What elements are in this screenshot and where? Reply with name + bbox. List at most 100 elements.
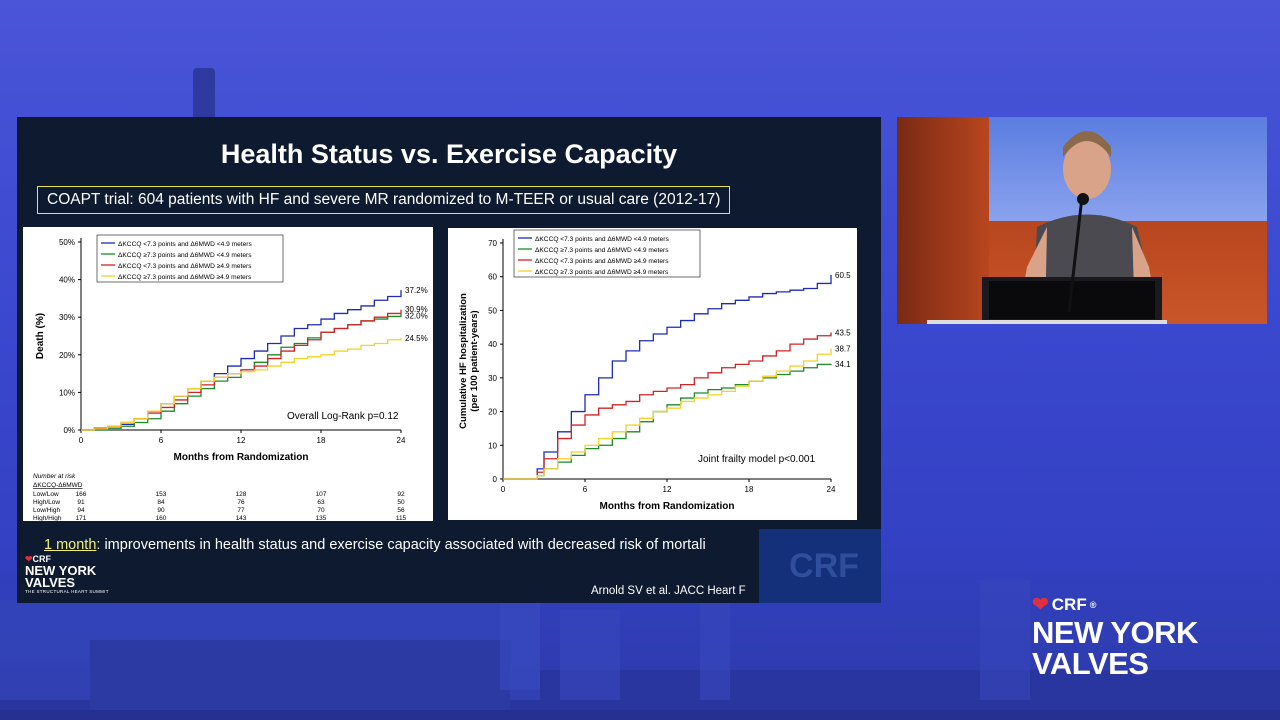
x-axis-label: Months from Randomization: [174, 452, 309, 463]
risk-table-cell: 91: [77, 499, 85, 506]
y-tick-label: 40: [488, 340, 497, 349]
x-tick-label: 12: [237, 436, 246, 445]
y-axis-label-line2: (per 100 patient-years): [469, 310, 480, 411]
bottom-note-highlight: 1 month: [44, 537, 97, 553]
risk-table-cell: 84: [157, 499, 165, 506]
risk-table-row-label: High/High: [33, 515, 62, 521]
x-tick-label: 24: [827, 485, 836, 494]
y-tick-label: 70: [488, 239, 497, 248]
heart-icon: ❤: [25, 554, 33, 564]
legend-entry-3: ΔKCCQ <7.3 points and Δ6MWD ≥4.9 meters: [535, 258, 669, 265]
legend-entry-1: ΔKCCQ <7.3 points and Δ6MWD <4.9 meters: [118, 241, 252, 248]
chart-annotation: Joint frailty model p<0.001: [698, 454, 815, 465]
brand-crf: ❤ CRF ®: [1032, 594, 1097, 616]
citation: Arnold SV et al. JACC Heart F: [591, 585, 746, 597]
y-tick-label: 20: [488, 408, 497, 417]
risk-table-cell: 143: [236, 515, 247, 521]
x-tick-label: 0: [501, 485, 506, 494]
risk-table-header: ΔKCCQ-Δ6MWD: [33, 482, 83, 489]
series-line-3: [503, 332, 832, 480]
y-tick-label: 10%: [59, 388, 75, 397]
slide-subtitle-box: COAPT trial: 604 patients with HF and se…: [37, 186, 731, 214]
series-end-label-4: 24.5%: [405, 334, 428, 343]
risk-table-cell: 160: [156, 515, 167, 521]
y-tick-label: 10: [488, 441, 497, 450]
risk-table-cell: 50: [397, 499, 405, 506]
y-axis-label-line1: Cumulative HF hospitalization: [458, 293, 469, 429]
risk-table-cell: 135: [316, 515, 327, 521]
slide-logo-line2: VALVES: [25, 575, 76, 590]
risk-table-cell: 76: [237, 499, 245, 506]
risk-table-cell: 166: [76, 491, 87, 498]
slide-logo-crf: ❤CRF: [25, 554, 52, 564]
death-chart: 0 6 12 18 24 0% 10% 20% 30% 40% 50% Months from Ran…: [33, 234, 428, 521]
hf-hospitalization-chart: 0 6 12 18 24 0 10 20 30 40 50 60 70 Months from Rando…: [458, 229, 851, 512]
legend-entry-4: ΔKCCQ ≥7.3 points and Δ6MWD ≥4.9 meters: [118, 274, 252, 281]
y-tick-label: 0: [493, 475, 498, 484]
risk-table-row-label: High/Low: [33, 499, 60, 506]
slide-logo-tagline: THE STRUCTURAL HEART SUMMIT: [25, 589, 109, 594]
series-line-4: [81, 337, 402, 431]
bottom-note-text: : improvements in health status and exer…: [96, 537, 706, 553]
series-end-label-4: 38.7: [835, 345, 851, 354]
risk-table-cell: 94: [77, 507, 85, 514]
presentation-slide: Health Status vs. Exercise Capacity COAP…: [17, 117, 881, 603]
legend-box: [96, 234, 284, 283]
risk-table-cell: 77: [237, 507, 245, 514]
risk-table-cell: 128: [236, 491, 247, 498]
risk-table-cell: 153: [156, 491, 167, 498]
slide-logo: ❤CRF NEW YORK VALVES THE STRUCTURAL HEAR…: [25, 554, 109, 594]
crf-watermark: CRF: [759, 529, 881, 603]
series-end-label-1: 60.5: [835, 271, 851, 280]
risk-table-cell: 56: [397, 507, 405, 514]
slide-logo-line1: NEW YORK: [25, 563, 97, 578]
brand-line2: VALVES: [1032, 646, 1149, 681]
heart-icon: ❤: [1032, 594, 1049, 616]
x-tick-label: 0: [79, 436, 84, 445]
y-tick-label: 50%: [59, 238, 75, 247]
series-line-1: [81, 290, 402, 431]
chart-annotation: Overall Log-Rank p=0.12: [287, 411, 399, 422]
risk-table-cell: 92: [397, 491, 405, 498]
x-tick-label: 6: [159, 436, 164, 445]
statue-silhouette: [193, 68, 215, 118]
y-tick-label: 30%: [59, 313, 75, 322]
x-tick-label: 18: [745, 485, 754, 494]
legend-box: [513, 229, 701, 278]
y-tick-label: 60: [488, 273, 497, 282]
speaker-figure: [927, 131, 1167, 324]
y-tick-label: 20%: [59, 351, 75, 360]
death-chart-panel: 0 6 12 18 24 0% 10% 20% 30% 40% 50% Months from Ran…: [23, 227, 433, 521]
x-axis-label: Months from Randomization: [600, 501, 735, 512]
brand-line1: NEW YORK: [1032, 615, 1198, 650]
risk-table-cell: 107: [316, 491, 327, 498]
legend-entry-4: ΔKCCQ ≥7.3 points and Δ6MWD ≥4.9 meters: [535, 269, 669, 276]
y-tick-label: 50: [488, 306, 497, 315]
speaker-video: [897, 117, 1267, 324]
legend-entry-3: ΔKCCQ <7.3 points and Δ6MWD ≥4.9 meters: [118, 263, 252, 270]
x-tick-label: 6: [583, 485, 588, 494]
risk-table-cell: 63: [317, 499, 325, 506]
risk-table-cell: 70: [317, 507, 325, 514]
risk-table-row-label: Low/Low: [33, 491, 59, 498]
legend-entry-2: ΔKCCQ ≥7.3 points and Δ6MWD <4.9 meters: [535, 247, 669, 254]
bottom-note: 1 month: improvements in health status a…: [44, 537, 706, 553]
series-end-label-1: 37.2%: [405, 286, 428, 295]
video-background-screen: [989, 117, 1267, 221]
series-end-label-3: 32.0%: [405, 312, 428, 321]
risk-table-title: Number at risk: [33, 473, 76, 480]
risk-table-cell: 171: [76, 515, 87, 521]
y-tick-label: 40%: [59, 276, 75, 285]
series-line-1: [503, 275, 832, 480]
hf-hospitalization-chart-panel: 0 6 12 18 24 0 10 20 30 40 50 60 70 Months from Rando…: [448, 228, 857, 520]
risk-table-row-label: Low/High: [33, 507, 60, 514]
risk-table-cell: 90: [157, 507, 165, 514]
brand-logo: ❤ CRF ® NEW YORK VALVES: [1032, 592, 1198, 679]
series-end-label-2: 30.9%: [405, 305, 428, 314]
legend-entry-2: ΔKCCQ ≥7.3 points and Δ6MWD <4.9 meters: [118, 252, 252, 259]
y-tick-label: 0%: [63, 426, 75, 435]
x-tick-label: 12: [663, 485, 672, 494]
slide-title: Health Status vs. Exercise Capacity: [220, 139, 678, 169]
y-tick-label: 30: [488, 374, 497, 383]
series-end-label-2: 34.1: [835, 360, 851, 369]
